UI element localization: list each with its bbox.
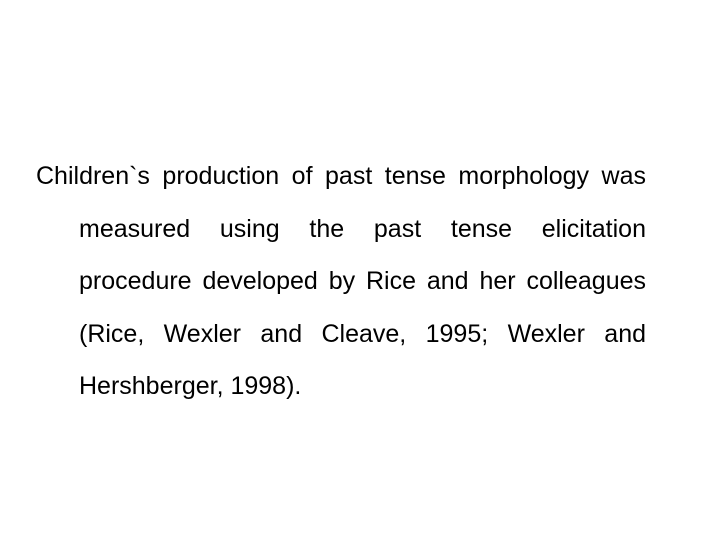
body-text-block: Children`s production of past tense morp… <box>36 150 646 413</box>
slide: Children`s production of past tense morp… <box>0 0 720 540</box>
body-paragraph: Children`s production of past tense morp… <box>36 150 646 413</box>
